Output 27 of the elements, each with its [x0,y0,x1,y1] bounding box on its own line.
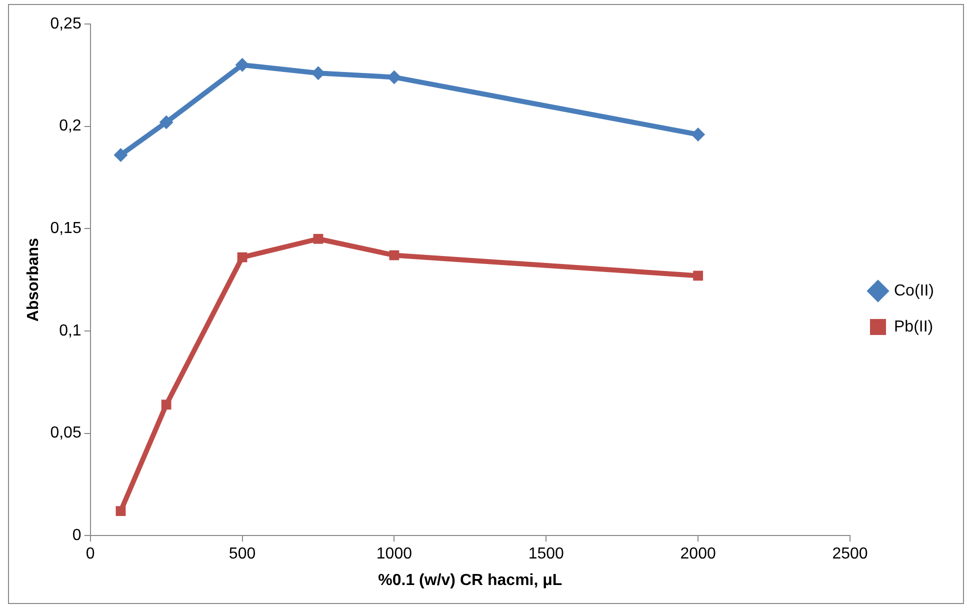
x-tick-label: 0 [86,546,95,563]
point [693,270,704,281]
y-axis-title: Absorbans [25,238,42,322]
y-tick-label: 0,1 [59,322,82,340]
point [235,58,250,72]
y-tick-label: 0,2 [59,118,82,135]
point [237,252,248,262]
legend-label: Pb(II) [894,318,934,336]
point [114,148,128,162]
y-tick-label: 0 [72,527,82,544]
point [116,506,126,516]
point [313,234,324,244]
y-tick-label: 0,05 [50,424,82,442]
y-tick-label: 0,15 [50,220,82,238]
x-tick-label: 500 [228,546,256,563]
y-tick-label: 0,25 [50,15,82,32]
point [389,250,400,260]
point [691,128,706,142]
point [161,400,172,410]
x-tick-label: 1500 [528,546,564,563]
x-tick-label: 2500 [832,546,868,563]
point [387,70,402,84]
x-axis-title: %0.1 (w/v) CR hacmi, μL [378,572,562,589]
point [159,115,174,130]
x-tick-label: 2000 [680,546,716,563]
legend-label: Co(II) [894,282,934,300]
x-tick-label: 1000 [376,546,412,563]
